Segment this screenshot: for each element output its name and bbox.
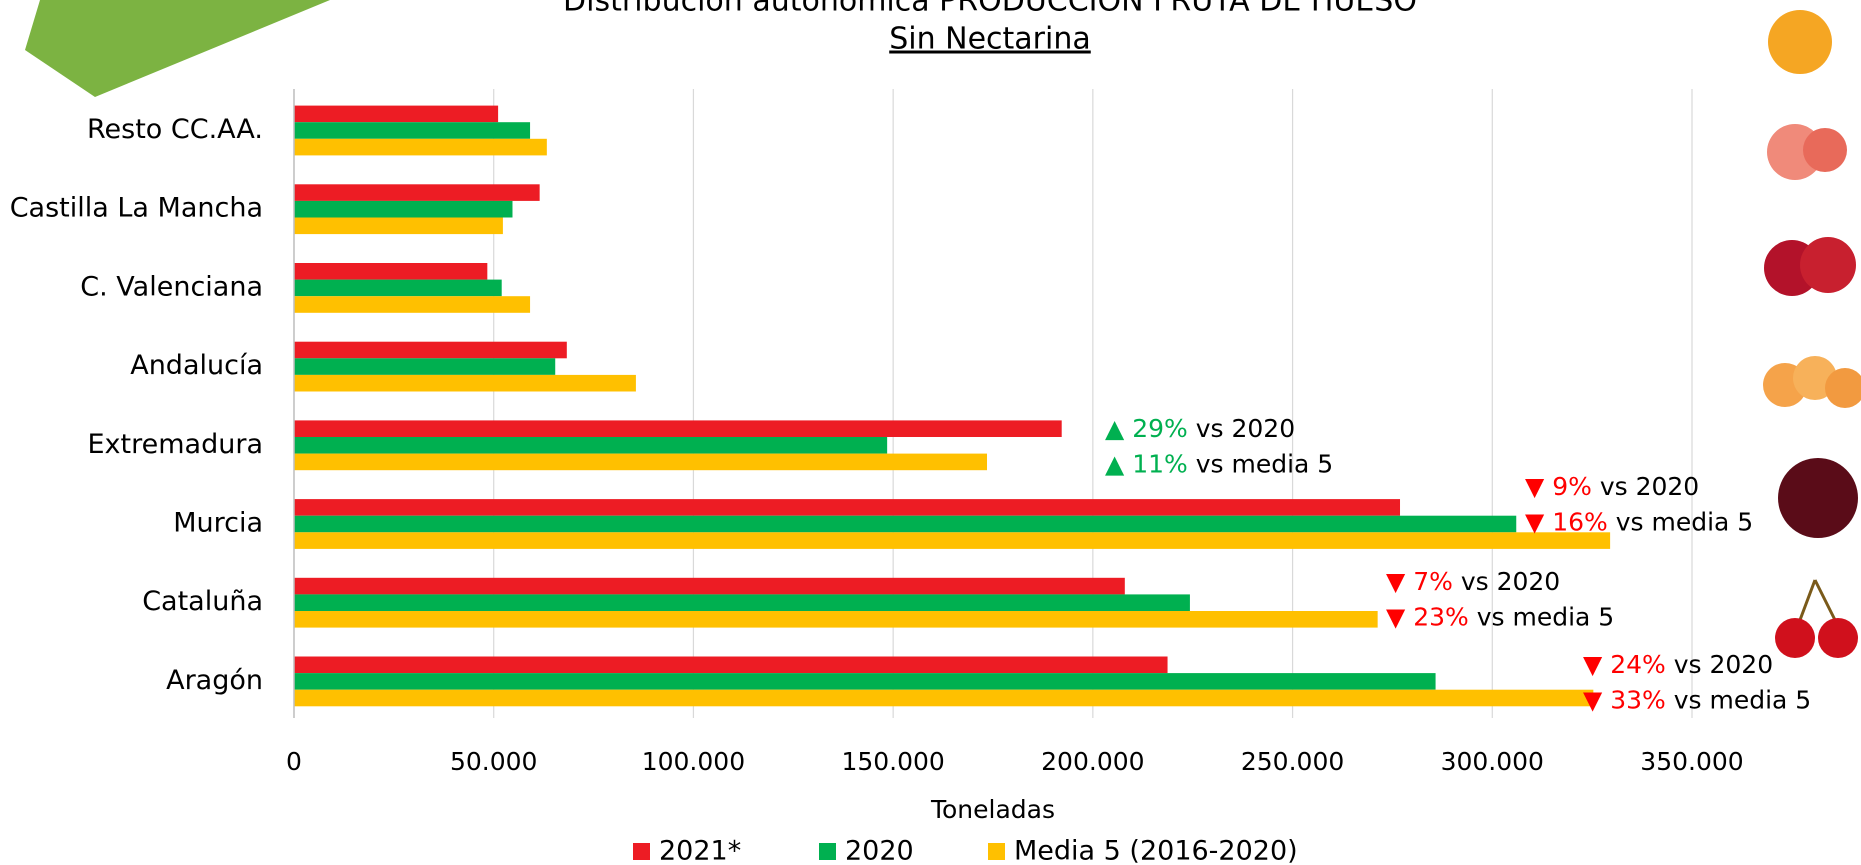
bar bbox=[294, 420, 1062, 437]
y-tick-label: C. Valenciana bbox=[80, 271, 263, 302]
x-tick-label: 250.000 bbox=[1241, 747, 1344, 776]
annotation-text: vs media 5 bbox=[1196, 450, 1334, 479]
chart-title: Distribución autonómica PRODUCCIÓN FRUTA… bbox=[563, 0, 1417, 19]
annotation-text: vs media 5 bbox=[1674, 686, 1812, 715]
x-tick-label: 150.000 bbox=[841, 747, 944, 776]
annotation: ▼ 23% vs media 5 bbox=[1386, 603, 1614, 632]
y-tick-label: Extremadura bbox=[88, 429, 264, 460]
annotation-arrow: ▼ bbox=[1525, 472, 1545, 501]
chart-subtitle: Sin Nectarina bbox=[889, 22, 1091, 57]
annotation: ▼ 9% vs 2020 bbox=[1525, 472, 1699, 501]
bar bbox=[294, 611, 1378, 628]
annotation: ▼ 33% vs media 5 bbox=[1583, 686, 1811, 715]
x-tick-label: 50.000 bbox=[450, 747, 537, 776]
annotation: ▼ 24% vs 2020 bbox=[1583, 650, 1773, 679]
annotation-arrow: ▼ bbox=[1386, 603, 1406, 632]
bar bbox=[294, 374, 636, 392]
annotation: ▼ 7% vs 2020 bbox=[1386, 567, 1560, 596]
legend-label: 2020 bbox=[845, 836, 914, 865]
bar bbox=[294, 437, 888, 454]
annotation-text: vs 2020 bbox=[1461, 567, 1560, 596]
bar bbox=[294, 138, 547, 156]
annotation-text: vs media 5 bbox=[1477, 603, 1615, 632]
annotation-pct: 24% bbox=[1610, 650, 1666, 679]
bar bbox=[294, 656, 1168, 674]
y-tick-label: Castilla La Mancha bbox=[10, 193, 263, 224]
bar bbox=[294, 499, 1401, 516]
bar bbox=[294, 105, 499, 123]
annotation-arrow: ▲ bbox=[1105, 414, 1125, 443]
annotation-arrow: ▲ bbox=[1105, 450, 1125, 479]
legend-swatch bbox=[988, 843, 1005, 860]
annotation-pct: 33% bbox=[1610, 686, 1666, 715]
bar bbox=[294, 217, 503, 235]
annotation-pct: 11% bbox=[1132, 450, 1188, 479]
legend-label: 2021* bbox=[659, 836, 741, 865]
bar bbox=[294, 200, 513, 218]
bar bbox=[294, 594, 1190, 611]
x-axis-label: Toneladas bbox=[930, 795, 1055, 824]
annotation-text: vs 2020 bbox=[1600, 472, 1699, 501]
bar bbox=[294, 279, 502, 297]
bar bbox=[294, 673, 1436, 690]
annotation-text: vs media 5 bbox=[1616, 508, 1754, 537]
x-tick-label: 300.000 bbox=[1441, 747, 1544, 776]
annotation-arrow: ▼ bbox=[1583, 650, 1603, 679]
corner-banner bbox=[25, 0, 330, 97]
bar bbox=[294, 122, 531, 139]
bar bbox=[294, 263, 488, 280]
bar bbox=[294, 184, 540, 201]
annotation-pct: 16% bbox=[1552, 508, 1608, 537]
legend-swatch bbox=[633, 843, 650, 860]
annotation-pct: 23% bbox=[1413, 603, 1469, 632]
annotation: ▲ 29% vs 2020 bbox=[1105, 414, 1295, 443]
annotation-text: vs 2020 bbox=[1674, 650, 1773, 679]
annotation: ▼ 16% vs media 5 bbox=[1525, 508, 1753, 537]
bar bbox=[294, 358, 556, 375]
y-tick-label: Murcia bbox=[173, 508, 263, 539]
y-tick-label: Aragón bbox=[166, 665, 263, 696]
annotation-pct: 7% bbox=[1413, 567, 1453, 596]
legend-label: Media 5 (2016-2020) bbox=[1014, 836, 1298, 865]
bar bbox=[294, 577, 1125, 595]
bar bbox=[294, 296, 531, 313]
bar bbox=[294, 515, 1517, 533]
annotation-arrow: ▼ bbox=[1583, 686, 1603, 715]
annotation-pct: 9% bbox=[1552, 472, 1592, 501]
x-tick-label: 200.000 bbox=[1041, 747, 1144, 776]
bar bbox=[294, 532, 1611, 549]
x-tick-label: 100.000 bbox=[642, 747, 745, 776]
annotation-arrow: ▼ bbox=[1386, 567, 1406, 596]
annotation-pct: 29% bbox=[1132, 414, 1188, 443]
y-tick-label: Andalucía bbox=[130, 350, 263, 381]
annotation-text: vs 2020 bbox=[1196, 414, 1295, 443]
x-tick-label: 350.000 bbox=[1640, 747, 1743, 776]
annotation: ▲ 11% vs media 5 bbox=[1105, 450, 1333, 479]
x-tick-label: 0 bbox=[286, 747, 302, 776]
bar bbox=[294, 689, 1594, 707]
legend-swatch bbox=[819, 843, 836, 860]
y-tick-label: Resto CC.AA. bbox=[87, 114, 263, 145]
fruit-icons bbox=[1763, 10, 1861, 658]
bar bbox=[294, 341, 567, 359]
bar bbox=[294, 453, 988, 471]
annotation-arrow: ▼ bbox=[1525, 508, 1545, 537]
y-tick-label: Cataluña bbox=[142, 586, 263, 617]
